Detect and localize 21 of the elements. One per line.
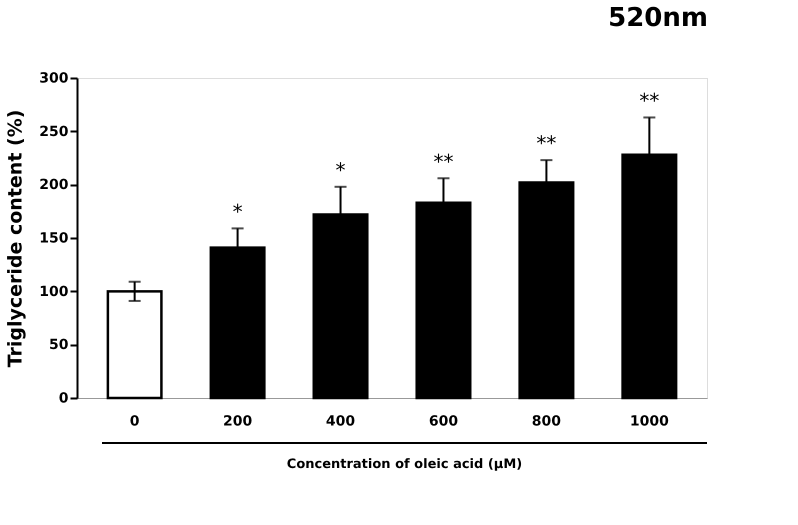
annotation: * — [336, 158, 346, 182]
x-tick-label: 1000 — [630, 414, 670, 430]
x-tick-label: 0 — [130, 414, 140, 430]
y-tick-label: 100 — [39, 284, 69, 300]
y-tick-label: 250 — [39, 124, 69, 140]
x-tick-label: 200 — [222, 414, 252, 430]
y-tick-label: 150 — [39, 230, 69, 246]
x-axis-title: Concentration of oleic acid (μM) — [286, 457, 522, 472]
chart-title: 520nm — [608, 3, 708, 33]
y-tick-label: 200 — [39, 177, 69, 194]
x-tick-label: 400 — [326, 414, 356, 430]
annotation: ** — [536, 131, 556, 156]
y-tick-label: 0 — [58, 390, 69, 406]
annotation: ** — [639, 88, 660, 112]
y-tick-label: 300 — [39, 70, 69, 86]
annotation: ** — [433, 149, 454, 174]
x-tick-label: 600 — [428, 414, 458, 430]
y-axis-title: Triglyceride content (%) — [4, 110, 26, 368]
x-tick-label: 800 — [532, 414, 562, 430]
annotation: * — [232, 199, 243, 224]
y-tick-label: 50 — [49, 337, 69, 354]
